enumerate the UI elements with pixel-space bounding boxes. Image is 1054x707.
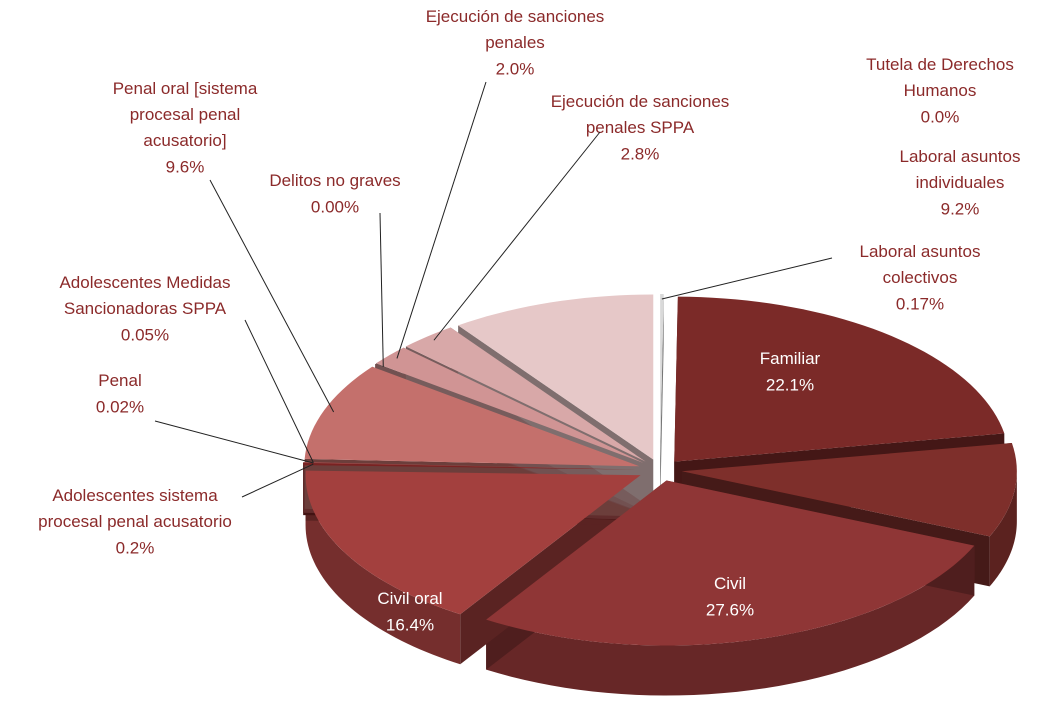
label-line: Humanos bbox=[904, 81, 977, 100]
data-label-name: Civil oral bbox=[377, 589, 442, 608]
slice-side bbox=[305, 475, 461, 665]
slice bbox=[458, 294, 654, 460]
slice-cut bbox=[660, 294, 664, 510]
label-line: Sancionadoras SPPA bbox=[64, 299, 227, 318]
data-label-name: Penal bbox=[98, 371, 141, 390]
label-line: Penal bbox=[98, 371, 141, 390]
slice-side bbox=[989, 471, 1017, 587]
data-label-name: Adolescentes Medidas Sancionadoras SPPA bbox=[59, 273, 230, 318]
data-label-name: Tutela de Derechos Humanos bbox=[866, 55, 1014, 100]
label-line: Civil oral bbox=[377, 589, 442, 608]
data-label-value: 0.00% bbox=[311, 197, 359, 216]
data-label-value: 9.6% bbox=[166, 157, 205, 176]
label-line: colectivos bbox=[883, 268, 958, 287]
label-line: procesal penal bbox=[130, 105, 241, 124]
leader-line bbox=[154, 420, 314, 464]
label-line: procesal penal acusatorio bbox=[38, 512, 232, 531]
label-line: Delitos no graves bbox=[269, 171, 400, 190]
label-line: individuales bbox=[916, 173, 1005, 192]
leader-line bbox=[433, 131, 601, 341]
slice bbox=[303, 462, 639, 470]
label-line: Ejecución de sanciones bbox=[551, 92, 730, 111]
slice bbox=[660, 294, 664, 460]
labels: Laboral asuntos colectivos 0.17% Familiar 22… bbox=[38, 7, 1020, 634]
data-label-name: Ejecución de sanciones penales SPPA bbox=[551, 92, 730, 137]
data-label-name: Laboral asuntos colectivos bbox=[860, 242, 981, 287]
label-line: Laboral asuntos bbox=[860, 242, 981, 261]
slice bbox=[674, 296, 1005, 462]
data-label-name: Laboral asuntos individuales bbox=[900, 147, 1021, 192]
label-line: Familiar bbox=[760, 349, 821, 368]
data-label-value: 0.02% bbox=[96, 397, 144, 416]
data-label-value: 2.8% bbox=[621, 144, 660, 163]
data-label-name: Adolescentes sistema procesal penal acusa… bbox=[38, 486, 232, 531]
label-line: Civil bbox=[714, 574, 746, 593]
tops bbox=[303, 294, 1017, 646]
label-line: Tutela de Derechos bbox=[866, 55, 1014, 74]
data-label-value: 22.1% bbox=[766, 375, 814, 394]
leader-line bbox=[661, 257, 833, 300]
label-line: Penal oral [sistema bbox=[113, 79, 258, 98]
data-label-value: 0.2% bbox=[116, 538, 155, 557]
slice bbox=[376, 347, 644, 463]
label-line: Laboral asuntos bbox=[900, 147, 1021, 166]
leader-line bbox=[379, 212, 384, 367]
label-line: acusatorio] bbox=[143, 131, 226, 150]
slice bbox=[486, 480, 975, 646]
data-label-value: 0.0% bbox=[921, 107, 960, 126]
slice bbox=[681, 443, 1017, 537]
data-label-name: Penal oral [sistema procesal penal acusato… bbox=[113, 79, 258, 150]
data-label-value: 27.6% bbox=[706, 600, 754, 619]
leader-line bbox=[209, 179, 335, 413]
label-line: penales bbox=[485, 33, 545, 52]
slice-side bbox=[486, 545, 975, 696]
leader-line bbox=[244, 319, 314, 463]
slice bbox=[305, 470, 641, 615]
leader-line bbox=[396, 81, 487, 359]
data-label-value: 0.17% bbox=[896, 294, 944, 313]
data-label-name: Ejecución de sanciones penales bbox=[426, 7, 605, 52]
data-label-value: 2.0% bbox=[496, 59, 535, 78]
slice bbox=[303, 462, 639, 470]
slice bbox=[303, 462, 639, 470]
slice bbox=[304, 366, 640, 467]
data-label-value: 0.05% bbox=[121, 325, 169, 344]
leader-line bbox=[241, 463, 314, 498]
label-line: Ejecución de sanciones bbox=[426, 7, 605, 26]
label-line: Adolescentes Medidas bbox=[59, 273, 230, 292]
slice bbox=[405, 327, 646, 462]
data-label-name: Delitos no graves bbox=[269, 171, 400, 190]
data-label-name: Familiar bbox=[760, 349, 821, 368]
data-label-name: Civil bbox=[714, 574, 746, 593]
data-label-value: 16.4% bbox=[386, 615, 434, 634]
data-label-value: 9.2% bbox=[941, 199, 980, 218]
label-line: penales SPPA bbox=[586, 118, 695, 137]
label-line: Adolescentes sistema bbox=[52, 486, 218, 505]
